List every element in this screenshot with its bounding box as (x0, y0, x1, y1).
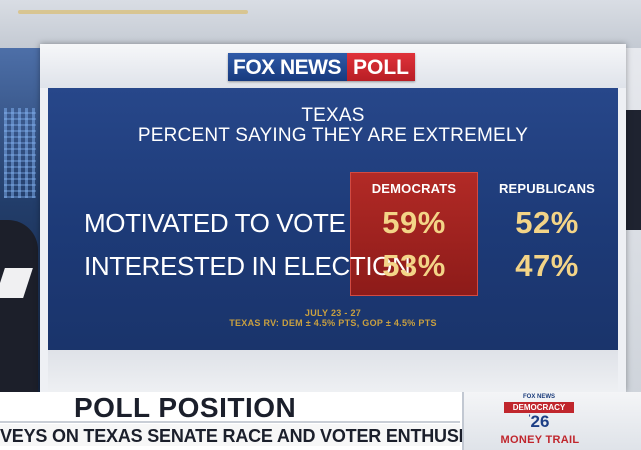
value-democrats-motivated: 59% (382, 205, 446, 240)
logo-poll-text: POLL (347, 53, 416, 81)
value-democrats-interested: 53% (382, 248, 446, 283)
poll-card: FOX NEWS POLL TEXAS PERCENT SAYING THEY … (40, 44, 626, 392)
democracy-logo-year: '26 (516, 412, 562, 432)
money-trail-label: MONEY TRAIL (500, 434, 580, 446)
lower-third-subline-bar: VEYS ON TEXAS SENATE RACE AND VOTER ENTH… (0, 424, 503, 446)
fox-news-poll-logo: FOX NEWS POLL (228, 53, 416, 81)
value-republicans-interested: 47% (515, 248, 579, 283)
poll-headline-question: PERCENT SAYING THEY ARE EXTREMELY (137, 125, 529, 146)
lower-third-subline: VEYS ON TEXAS SENATE RACE AND VOTER ENTH… (0, 426, 503, 446)
studio-light-stripe (18, 10, 248, 14)
democrats-column-header: DEMOCRATS (371, 181, 457, 196)
poll-dates: JULY 23 - 27 (304, 308, 362, 318)
lower-third: POLL POSITION VEYS ON TEXAS SENATE RACE … (0, 392, 641, 450)
row-label-interested: INTERESTED IN ELECTION (84, 251, 411, 281)
footnote-bar (48, 350, 618, 392)
logo-fox-news-text: FOX NEWS (228, 53, 348, 81)
democracy-26-logo: FOX NEWS DEMOCRACY '26 MONEY TRAIL (462, 392, 641, 450)
poll-headline: TEXAS PERCENT SAYING THEY ARE EXTREMELY (48, 106, 618, 146)
studio-video-wall (4, 108, 36, 198)
studio-top-wall (0, 0, 641, 48)
poll-footnote: JULY 23 - 27 TEXAS RV: DEM ± 4.5% PTS, G… (40, 308, 626, 328)
lower-third-divider (0, 421, 460, 423)
poll-results-panel: TEXAS PERCENT SAYING THEY ARE EXTREMELY … (48, 88, 618, 350)
democracy-logo-year-prefix: ' (528, 413, 531, 423)
row-label-motivated: MOTIVATED TO VOTE (84, 208, 346, 238)
value-republicans-motivated: 52% (515, 205, 579, 240)
poll-margin-of-error: TEXAS RV: DEM ± 4.5% PTS, GOP ± 4.5% PTS (229, 318, 437, 328)
democracy-logo-year-value: 26 (530, 412, 550, 431)
poll-headline-state: TEXAS (301, 105, 365, 126)
anchor-shoulder (0, 220, 38, 395)
lower-third-headline: POLL POSITION (74, 392, 297, 423)
democrats-column-highlight (350, 172, 478, 296)
republicans-column-header: REPUBLICANS (498, 181, 596, 196)
logo-bar: FOX NEWS POLL (40, 44, 626, 88)
democracy-logo-label: DEMOCRACY (504, 402, 574, 413)
democracy-logo-brand: FOX NEWS (522, 394, 555, 400)
